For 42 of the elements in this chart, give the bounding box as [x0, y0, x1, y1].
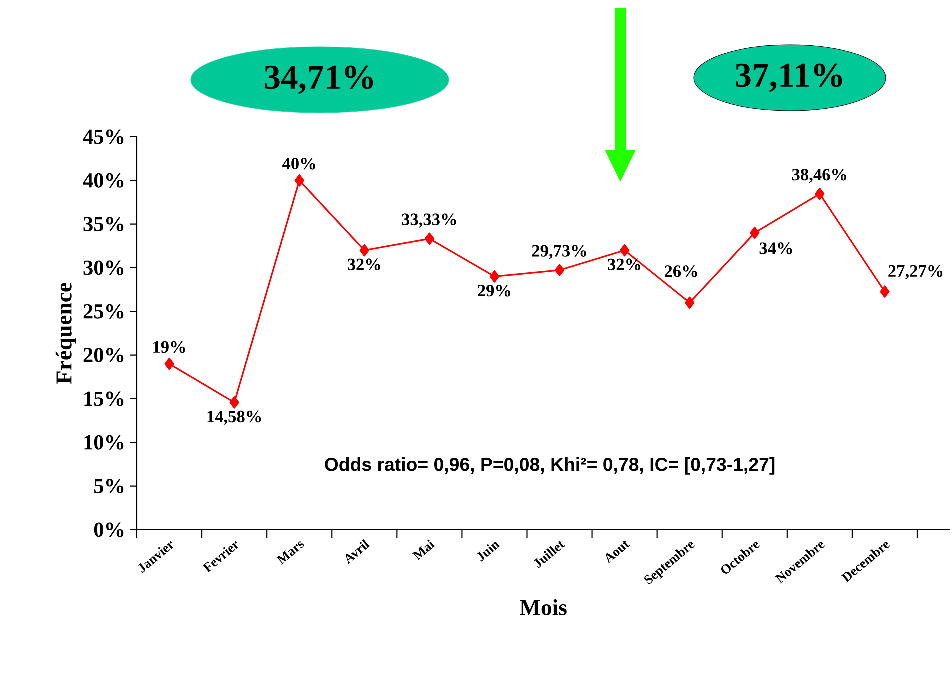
y-tick-label: 40% [83, 173, 124, 188]
point [620, 244, 630, 257]
point [750, 226, 760, 240]
y-tick-label: 15% [84, 392, 124, 406]
text: 38,46% [792, 168, 846, 184]
x-tick-label: Aout [606, 540, 630, 564]
annotation: Odds ratio= 0,96, P=0,08, Khi²= 0,78, IC= [0,73-1,27] [325, 458, 775, 475]
x-axis-title: Mois [520, 599, 567, 616]
text: 26% [664, 266, 698, 278]
y-tick-label: 25% [84, 304, 124, 319]
text: 32% [348, 258, 380, 271]
text: 37,11% [736, 64, 842, 92]
y-tick-label: 0% [94, 522, 124, 538]
text: 34,71% [264, 66, 374, 94]
point [424, 232, 434, 246]
text: 19% [154, 341, 186, 354]
point [490, 270, 500, 283]
text: 29% [478, 284, 510, 297]
y-tick-label: 10% [84, 435, 124, 450]
x-tick-label: Mai [412, 540, 436, 561]
point [360, 244, 370, 257]
point [880, 286, 890, 298]
text: 40% [282, 158, 316, 170]
text: 32% [608, 258, 641, 271]
text: 34% [760, 242, 792, 254]
text: 29,73% [532, 245, 586, 260]
point [685, 296, 695, 310]
point [815, 188, 825, 200]
x-tick-label: Juin [477, 542, 500, 562]
point [294, 174, 304, 187]
y-tick-label: 35% [84, 217, 124, 232]
y-tick-label: 30% [84, 260, 124, 276]
text: 27,27% [888, 265, 943, 280]
y-axis-title: Fréquence [56, 283, 76, 384]
text: 14,58% [208, 410, 262, 426]
y-tick-label: 5% [94, 479, 124, 494]
y-tick-label: 20% [84, 348, 124, 363]
text: 33,33% [402, 214, 456, 228]
point [554, 264, 565, 276]
point [230, 396, 240, 409]
point [164, 358, 174, 370]
y-tick-label: 45% [83, 130, 124, 144]
